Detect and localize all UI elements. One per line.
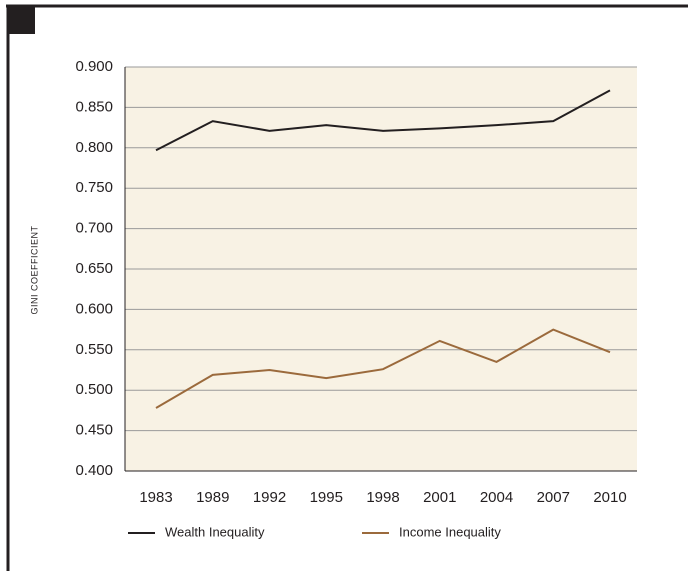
- x-tick-label: 1995: [310, 489, 343, 506]
- x-tick-label: 1998: [366, 489, 399, 506]
- x-tick-label: 2010: [593, 489, 626, 506]
- y-tick-label: 0.550: [75, 341, 113, 358]
- corner-block: [8, 6, 35, 34]
- x-tick-label: 1989: [196, 489, 229, 506]
- y-tick-label: 0.700: [75, 220, 113, 237]
- y-tick-label: 0.450: [75, 422, 113, 439]
- legend-label: Income Inequality: [399, 524, 501, 539]
- y-tick-label: 0.600: [75, 300, 113, 317]
- series-line: [155, 328, 611, 409]
- legend-label: Wealth Inequality: [165, 524, 265, 539]
- y-tick-label: 0.900: [75, 58, 113, 75]
- y-tick-label: 0.850: [75, 98, 113, 115]
- x-tick-label: 1983: [139, 489, 172, 506]
- y-tick-label: 0.500: [75, 381, 113, 398]
- y-axis-title: GINI COEFFICIENT: [29, 225, 39, 314]
- y-tick-label: 0.650: [75, 260, 113, 277]
- y-tick-label: 0.800: [75, 139, 113, 156]
- y-tick-label: 0.750: [75, 179, 113, 196]
- x-tick-label: 1992: [253, 489, 286, 506]
- x-tick-label: 2001: [423, 489, 456, 506]
- series-line: [155, 89, 611, 152]
- legend: Wealth Inequality Income Inequality: [128, 524, 501, 539]
- y-tick-label: 0.400: [75, 462, 113, 479]
- x-tick-label: 2004: [480, 489, 513, 506]
- x-tick-label: 2007: [537, 489, 570, 506]
